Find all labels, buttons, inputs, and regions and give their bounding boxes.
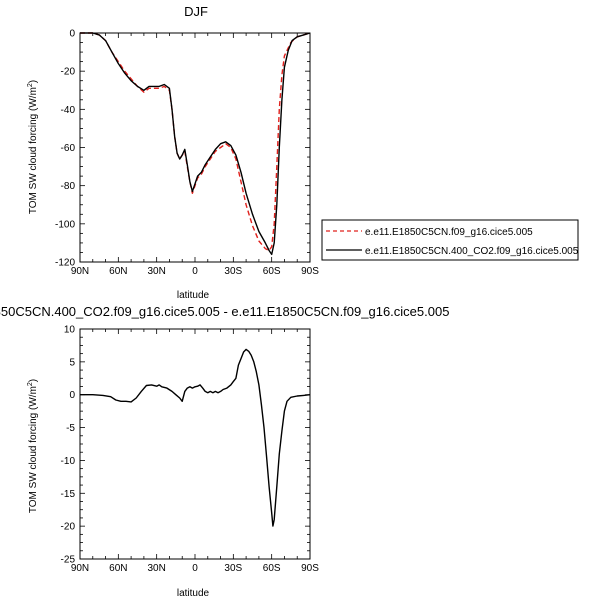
bottom-y-tick-label: -20 [61, 522, 76, 533]
top-x-tick-label: 30S [224, 266, 242, 277]
bottom-y-tick-label: 10 [64, 325, 76, 336]
top-x-tick-label: 60S [263, 266, 281, 277]
bottom-y-tick-label: -5 [66, 423, 75, 434]
top-chart-title: DJF [184, 4, 208, 19]
bottom-x-tick-label: 60N [109, 563, 127, 574]
top-x-axis-title: latitude [177, 290, 210, 301]
legend-label-co2: e.e11.E1850C5CN.400_CO2.f09_g16.cice5.00… [365, 246, 579, 257]
bottom-x-tick-label: 60S [263, 563, 281, 574]
bottom-y-axis-title: TOM SW cloud forcing (W/m2) [27, 379, 39, 513]
bottom-y-tick-label: -15 [61, 489, 76, 500]
bottom-x-tick-label: 90N [71, 563, 89, 574]
top-x-tick-label: 90N [71, 266, 89, 277]
top-y-axis-title: TOM SW cloud forcing (W/m2) [27, 80, 39, 214]
bottom-x-tick-label: 90S [301, 563, 319, 574]
legend-box [321, 219, 579, 261]
legend: e.e11.E1850C5CN.f09_g16.cice5.005 e.e11.… [321, 219, 579, 261]
top-series-line-1 [80, 32, 311, 256]
top-y-tick-label: -40 [61, 105, 76, 116]
bottom-y-tick-label: -10 [61, 456, 76, 467]
top-chart: 90N 60N 30N 0 30S 60S 90S 0 -20 -40 -60 -80 -100 -120 [55, 29, 319, 278]
bottom-y-tick-label: 0 [69, 390, 75, 401]
top-y-tick-label: -80 [61, 181, 76, 192]
bottom-x-tick-label: 30N [147, 563, 165, 574]
bottom-chart-title: e.e11.E1850C5CN.400_CO2.f09_g16.cice5.00… [0, 304, 449, 319]
top-x-tick-label: 30N [147, 266, 165, 277]
top-x-tick-label: 0 [192, 266, 198, 277]
legend-label-control: e.e11.E1850C5CN.f09_g16.cice5.005 [365, 227, 533, 238]
bottom-chart: 90N 60N 30N 0 30S 60S 90S 10 5 0 -5 -10 -15 -20 -25 [61, 325, 320, 575]
bottom-x-tick-label: 0 [192, 563, 198, 574]
bottom-x-tick-label: 30S [224, 563, 242, 574]
top-y-tick-label: -20 [61, 67, 76, 78]
bottom-y-tick-label: 5 [69, 357, 75, 368]
top-y-tick-label: -60 [61, 143, 76, 154]
top-x-tick-label: 90S [301, 266, 319, 277]
top-x-tick-label: 60N [109, 266, 127, 277]
top-y-tick-label: 0 [69, 29, 75, 40]
bottom-series-line-0 [80, 348, 311, 527]
top-y-tick-label: -120 [55, 258, 75, 269]
bottom-plot-frame [79, 328, 311, 560]
top-y-tick-label: -100 [55, 219, 75, 230]
bottom-x-axis-title: latitude [177, 588, 210, 599]
bottom-y-tick-label: -25 [61, 555, 76, 566]
